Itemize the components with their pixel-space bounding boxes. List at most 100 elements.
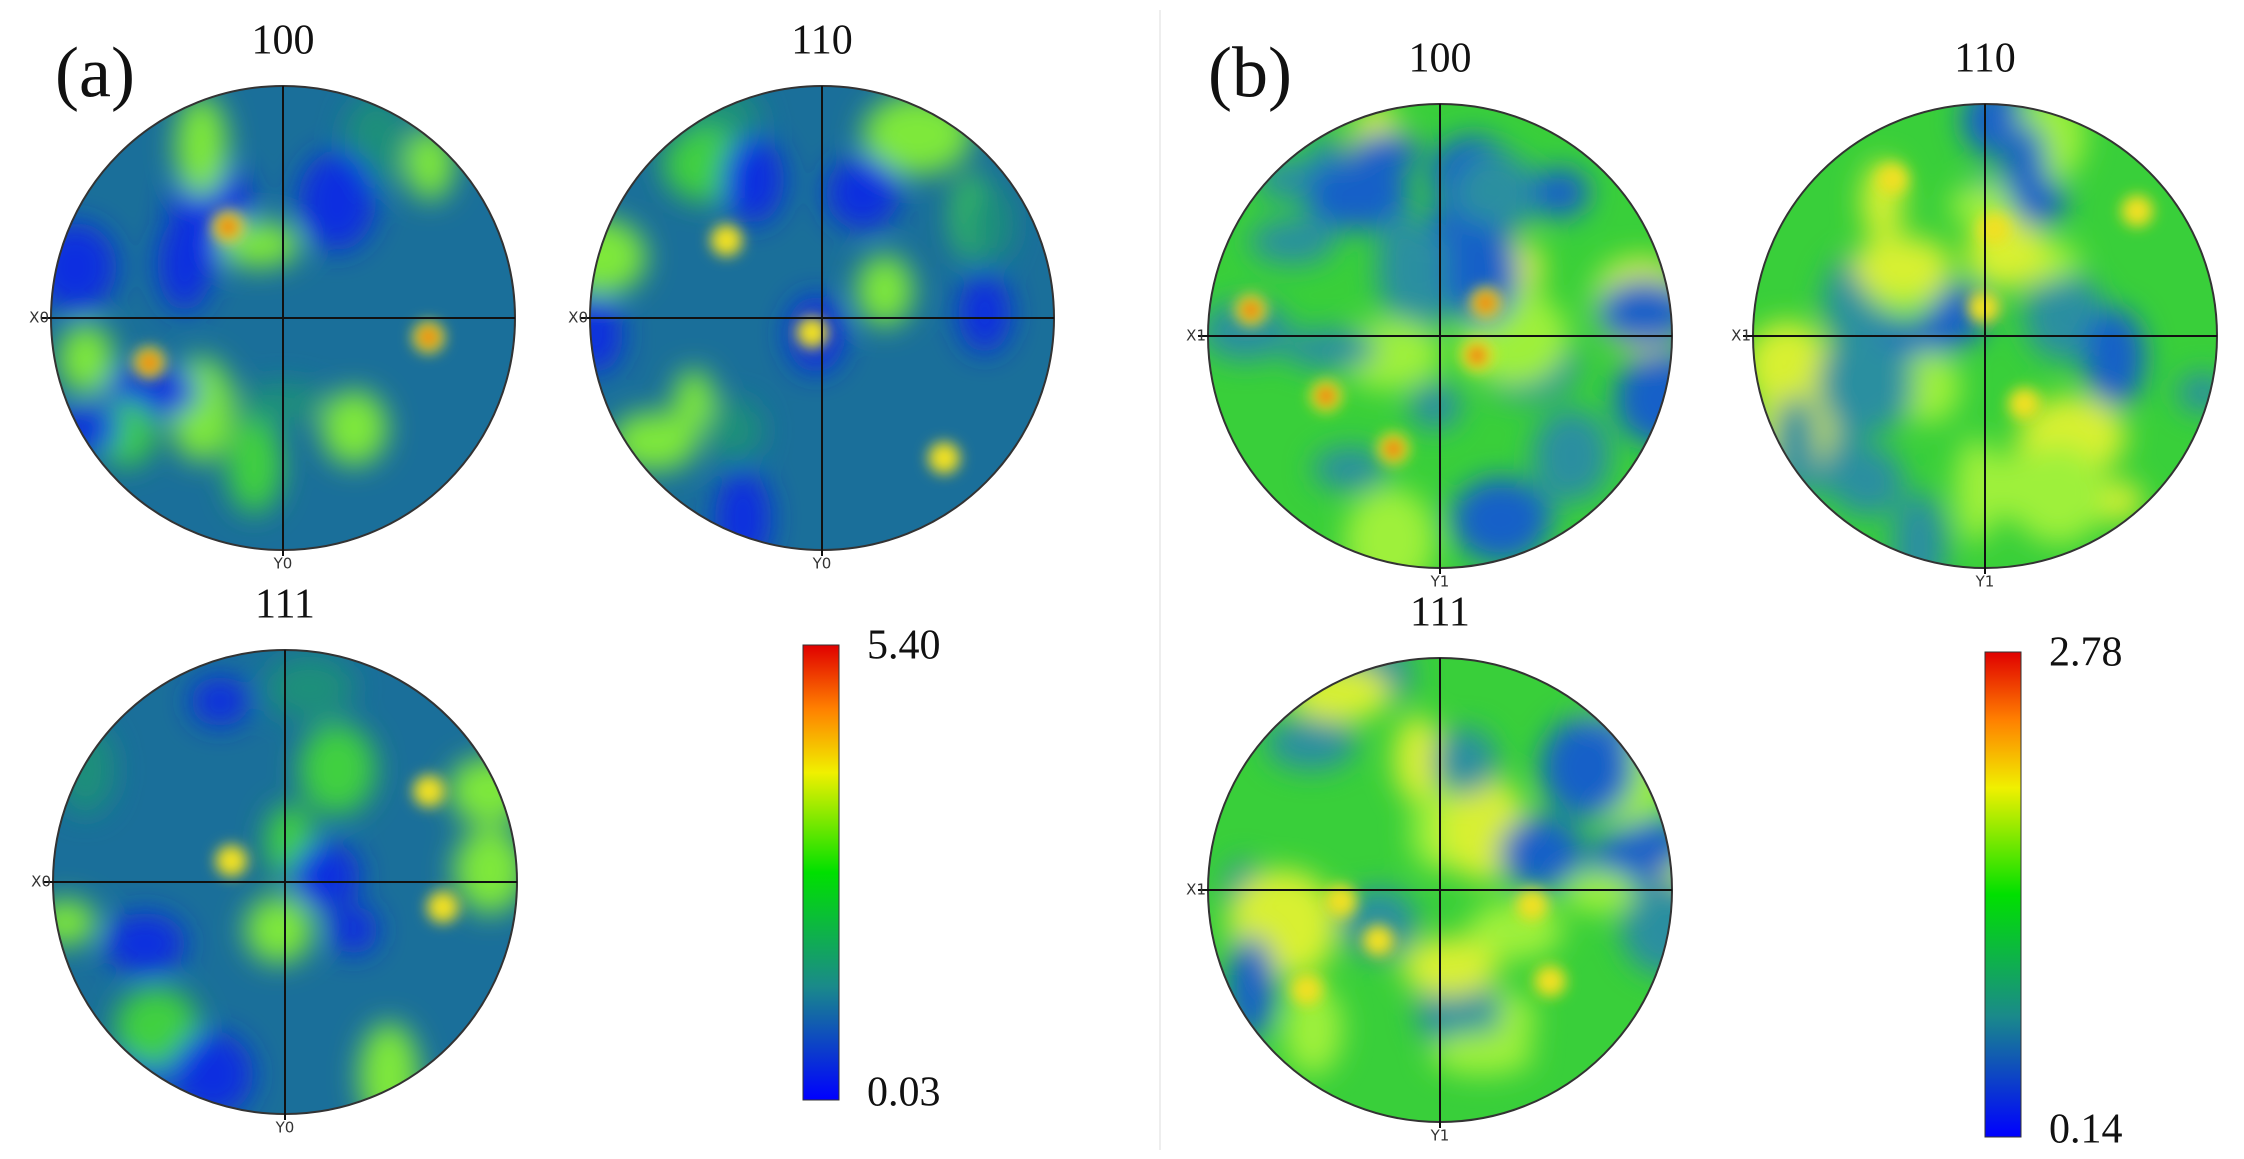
- blob: [856, 254, 914, 327]
- hot-core: [1468, 347, 1485, 364]
- blob: [1540, 716, 1634, 819]
- blob: [358, 1022, 420, 1114]
- colorbar-min: 0.03: [867, 1070, 941, 1116]
- blob: [190, 676, 250, 727]
- hot-spots: [710, 224, 961, 474]
- hot-spot: [1978, 213, 2011, 246]
- blob: [1265, 716, 1357, 771]
- blob: [673, 369, 715, 432]
- hot-spot: [215, 844, 248, 877]
- hot-spot: [1534, 965, 1567, 998]
- hot-spots: [215, 775, 459, 924]
- figure-title: 110: [1954, 36, 2015, 82]
- blob: [1620, 879, 1672, 976]
- blob: [2006, 122, 2047, 222]
- blob: [447, 756, 517, 825]
- blob: [705, 398, 763, 462]
- blob: [291, 842, 361, 909]
- blob: [1499, 816, 1584, 890]
- hot-core: [420, 329, 437, 346]
- y-axis-label: Y0: [275, 1119, 295, 1137]
- figure-title: 111: [1410, 590, 1470, 636]
- blob: [1452, 477, 1550, 563]
- x-axis-label: X1: [1186, 327, 1206, 345]
- blob: [1208, 301, 1291, 362]
- x-axis-label: X0: [568, 309, 588, 327]
- blob: [1562, 870, 1637, 914]
- blob: [321, 390, 388, 466]
- y-axis-label: Y1: [1430, 1127, 1450, 1145]
- y-axis-label: Y1: [1430, 573, 1450, 591]
- blob: [590, 218, 647, 295]
- hot-core: [1317, 387, 1334, 404]
- blob: [1312, 446, 1388, 491]
- intensity-blobs: [590, 86, 1014, 550]
- hot-spots: [1876, 163, 2154, 420]
- blob: [1961, 104, 2028, 157]
- blob: [2083, 307, 2146, 408]
- blob: [264, 655, 355, 721]
- blob: [53, 899, 97, 946]
- blob: [1410, 231, 1453, 331]
- blob: [298, 723, 376, 815]
- y-axis-label: Y1: [1975, 573, 1995, 591]
- hot-spot: [1362, 924, 1395, 957]
- blob: [2177, 372, 2217, 414]
- blob: [2009, 445, 2107, 544]
- pole-figure: [1753, 104, 2217, 568]
- blob: [1433, 727, 1498, 795]
- hot-core: [1477, 294, 1494, 311]
- blob: [958, 273, 1012, 354]
- colorbar: [1984, 651, 2022, 1138]
- blob: [56, 723, 115, 815]
- blob: [244, 895, 314, 964]
- blob: [1817, 331, 1914, 436]
- pole-figure: [1208, 658, 1672, 1122]
- blob: [1340, 887, 1418, 958]
- blob: [453, 826, 517, 914]
- hot-spot: [1324, 884, 1357, 917]
- blob: [1249, 218, 1336, 265]
- blob: [1429, 1031, 1535, 1076]
- x-axis-label: X1: [1731, 327, 1751, 345]
- blob: [1401, 937, 1498, 997]
- blob: [1283, 983, 1343, 1075]
- y-axis-label: Y0: [812, 555, 832, 573]
- intensity-blobs: [1208, 104, 1672, 568]
- blob: [226, 417, 283, 514]
- hot-spot: [1290, 973, 1323, 1006]
- hot-core: [1385, 440, 1402, 457]
- figure-title: 100: [1409, 36, 1472, 82]
- blob: [714, 470, 772, 550]
- figure-title: 111: [255, 582, 315, 628]
- figure-title: 100: [252, 18, 315, 64]
- blob: [1453, 151, 1539, 235]
- hot-core: [1242, 302, 1259, 319]
- blob: [1282, 328, 1377, 370]
- blob: [1393, 715, 1442, 803]
- blob: [1307, 157, 1411, 231]
- blob: [171, 1032, 254, 1114]
- blob: [2023, 271, 2106, 362]
- blob: [590, 296, 624, 374]
- blob: [1531, 167, 1590, 219]
- hot-core: [141, 354, 158, 371]
- y-axis-label: Y0: [273, 555, 293, 573]
- hot-spots: [133, 210, 445, 379]
- hot-core: [220, 218, 237, 235]
- blob: [114, 986, 199, 1068]
- blob: [1614, 350, 1672, 447]
- panel-label: (b): [1208, 33, 1292, 113]
- intensity-blobs: [1223, 658, 1672, 1076]
- blob: [1954, 436, 1997, 544]
- blob: [1344, 487, 1436, 568]
- hot-spot: [2008, 387, 2041, 420]
- hot-spots: [1290, 884, 1567, 1006]
- blob: [1852, 236, 1953, 296]
- x-axis-label: X0: [29, 309, 49, 327]
- blob: [329, 905, 379, 955]
- blob: [175, 95, 228, 197]
- figure-title: 110: [791, 18, 852, 64]
- pole-figure: [590, 86, 1054, 550]
